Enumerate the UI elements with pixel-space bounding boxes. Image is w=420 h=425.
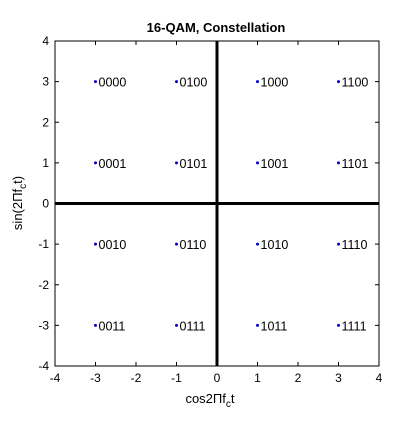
x-tick-label: -2 <box>131 371 142 385</box>
y-tick-label: 3 <box>42 75 49 89</box>
x-tick-label: -4 <box>50 371 61 385</box>
point-label: 0100 <box>180 76 208 90</box>
point-label: 1001 <box>261 157 289 171</box>
constellation-point <box>175 323 178 327</box>
constellation-point <box>337 80 340 84</box>
x-tick-label: -3 <box>90 371 101 385</box>
x-axis-label-main: cos2Πf <box>185 391 226 406</box>
y-tick-label: 1 <box>42 156 49 170</box>
constellation-point <box>94 323 97 327</box>
y-tick-label: 4 <box>42 34 49 48</box>
y-tick-label: -4 <box>38 359 49 373</box>
constellation-point <box>256 161 259 165</box>
x-axis-label: cos2Πfct <box>185 391 234 410</box>
x-tick-label: -1 <box>171 371 182 385</box>
constellation-point <box>337 161 340 165</box>
y-tick-label: -3 <box>38 318 49 332</box>
point-label: 0011 <box>99 319 126 333</box>
y-tick-label: 0 <box>42 197 49 211</box>
x-axis-label-tail: t <box>231 391 235 406</box>
x-tick-label: 4 <box>376 371 383 385</box>
constellation-point <box>175 80 178 84</box>
point-label: 1111 <box>342 319 367 333</box>
point-label: 0101 <box>180 157 208 171</box>
y-tick-label: -1 <box>38 237 49 251</box>
y-tick-label: 2 <box>42 115 49 129</box>
point-label: 1110 <box>342 238 368 252</box>
constellation-point <box>175 242 178 246</box>
constellation-point <box>94 161 97 165</box>
x-axis-label-subscript: c <box>226 399 231 410</box>
constellation-point <box>337 242 340 246</box>
x-tick-label: 0 <box>214 371 221 385</box>
point-label: 1100 <box>342 76 369 90</box>
point-label: 0110 <box>180 238 207 252</box>
constellation-point <box>256 323 259 327</box>
point-label: 0000 <box>99 76 127 90</box>
chart-title: 16-QAM, Constellation <box>147 20 286 35</box>
constellation-point <box>256 242 259 246</box>
constellation-point <box>94 242 97 246</box>
point-label: 1101 <box>342 157 369 171</box>
constellation-point <box>337 323 340 327</box>
y-axis-label-tail: t) <box>10 176 25 184</box>
x-tick-label: 1 <box>254 371 261 385</box>
constellation-point <box>175 161 178 165</box>
plot-area: -4 -3 -2 -1 0 1 2 3 4 -4 -3 -2 -1 0 1 2 3 4 0000 0100 1000 11… <box>38 34 382 385</box>
point-label: 1000 <box>261 76 289 90</box>
point-label: 1011 <box>261 319 288 333</box>
constellation-point <box>94 80 97 84</box>
point-label: 0001 <box>99 157 127 171</box>
point-label: 0010 <box>99 238 127 252</box>
y-tick-label: -2 <box>38 278 49 292</box>
point-label: 0111 <box>180 319 206 333</box>
y-axis-label-subscript: c <box>18 184 29 189</box>
constellation-point <box>256 80 259 84</box>
y-axis-label-main: sin(2Πf <box>10 189 25 231</box>
x-tick-label: 3 <box>335 371 342 385</box>
point-label: 1010 <box>261 238 289 252</box>
x-tick-label: 2 <box>295 371 302 385</box>
y-axis-label: sin(2Πfct) <box>10 176 29 230</box>
